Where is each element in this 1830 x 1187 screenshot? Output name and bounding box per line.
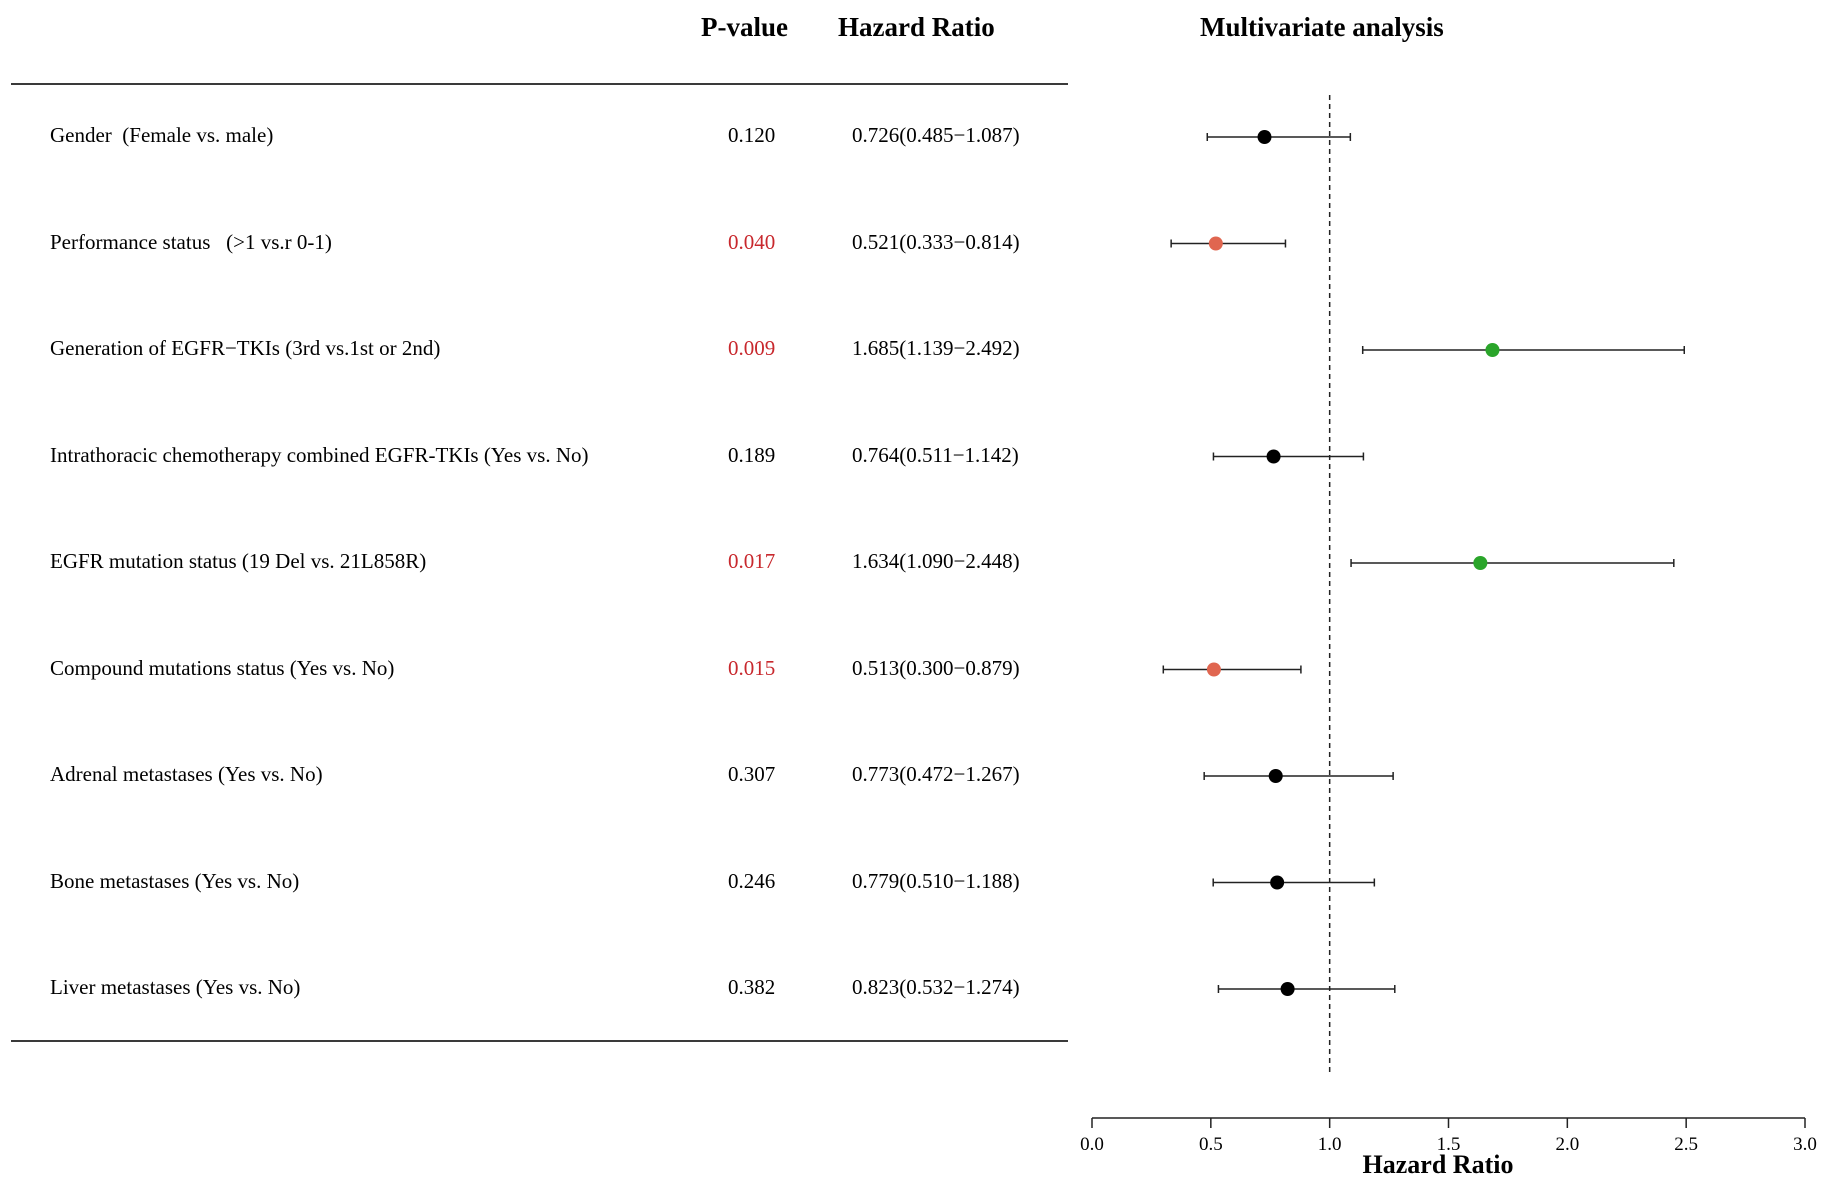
p-value: 0.040 — [728, 229, 776, 254]
x-tick-label: 0.0 — [1080, 1134, 1104, 1155]
p-value: 0.382 — [728, 975, 776, 999]
x-tick-label: 2.0 — [1555, 1134, 1579, 1155]
variable-label: Compound mutations status (Yes vs. No) — [50, 655, 395, 680]
chart-title: Multivariate analysis — [1200, 12, 1444, 42]
p-value: 0.189 — [728, 442, 776, 467]
variable-label: Gender (Female vs. male) — [50, 123, 274, 147]
p-value: 0.015 — [728, 655, 776, 680]
hazard-ratio-ci: 0.823(0.532−1.274) — [852, 975, 1020, 999]
table-bottom-rule — [11, 1040, 1068, 1042]
p-value: 0.017 — [728, 549, 776, 573]
table-row: EGFR mutation status (19 Del vs. 21L858R… — [0, 549, 1070, 579]
table-row: Bone metastases (Yes vs. No) 0.246 0.779(0… — [0, 869, 1070, 899]
x-axis-title: Hazard Ratio — [1363, 1150, 1514, 1179]
x-tick-label: 3.0 — [1793, 1134, 1817, 1155]
pvalue-header: P-value — [701, 12, 788, 42]
p-value: 0.307 — [728, 762, 776, 786]
variable-label: Adrenal metastases (Yes vs. No) — [50, 762, 323, 786]
p-value: 0.120 — [728, 123, 776, 147]
hazard-ratio-ci: 1.685(1.139−2.492) — [852, 336, 1020, 360]
hr-point — [1206, 662, 1221, 677]
table-row: Gender (Female vs. male) 0.120 0.726(0.485… — [0, 123, 1070, 153]
variable-label: Bone metastases (Yes vs. No) — [50, 868, 300, 893]
p-value: 0.009 — [728, 336, 776, 360]
hr-point — [1208, 236, 1223, 251]
hazard-ratio-header: Hazard Ratio — [838, 12, 995, 42]
hr-point — [1266, 449, 1281, 464]
x-tick-label: 0.5 — [1199, 1134, 1223, 1155]
hr-point — [1257, 130, 1272, 144]
hr-point — [1280, 982, 1295, 996]
table-row: Intrathoracic chemotherapy combined EGFR… — [0, 443, 1070, 473]
hazard-ratio-ci: 0.521(0.333−0.814) — [852, 229, 1020, 254]
hr-point — [1473, 556, 1488, 570]
variable-label: EGFR mutation status (19 Del vs. 21L858R… — [50, 549, 427, 573]
table-row: Liver metastases (Yes vs. No) 0.382 0.823(… — [0, 975, 1070, 1005]
variable-label: Liver metastases (Yes vs. No) — [50, 975, 301, 999]
x-tick-label: 1.0 — [1318, 1134, 1342, 1155]
hazard-ratio-ci: 0.726(0.485−1.087) — [852, 123, 1020, 147]
table-row: Compound mutations status (Yes vs. No) 0.… — [0, 656, 1070, 686]
table-row: Adrenal metastases (Yes vs. No) 0.307 0.77… — [0, 762, 1070, 792]
hazard-ratio-ci: 0.513(0.300−0.879) — [852, 655, 1020, 680]
x-tick-label: 2.5 — [1674, 1134, 1698, 1155]
p-value: 0.246 — [728, 868, 776, 893]
table-row: Performance status (>1 vs.r 0-1) 0.040 0.5… — [0, 230, 1070, 260]
hazard-ratio-ci: 1.634(1.090−2.448) — [852, 549, 1020, 573]
hazard-ratio-ci: 0.773(0.472−1.267) — [852, 762, 1020, 786]
x-tick-label: 1.5 — [1437, 1134, 1461, 1155]
hazard-ratio-ci: 0.764(0.511−1.142) — [852, 442, 1019, 467]
hr-point — [1268, 769, 1283, 783]
table-rows: Gender (Female vs. male) 0.120 0.726(0.485… — [0, 123, 1070, 1005]
variable-label: Intrathoracic chemotherapy combined EGFR… — [50, 442, 589, 467]
hr-point — [1485, 343, 1500, 357]
table-top-rule — [11, 83, 1068, 85]
table-row: Generation of EGFR−TKIs (3rd vs.1st or 2… — [0, 336, 1070, 366]
variable-label: Performance status (>1 vs.r 0-1) — [50, 229, 332, 254]
hr-point — [1270, 875, 1285, 890]
hazard-ratio-ci: 0.779(0.510−1.188) — [852, 868, 1020, 893]
variable-label: Generation of EGFR−TKIs (3rd vs.1st or 2… — [50, 336, 441, 360]
